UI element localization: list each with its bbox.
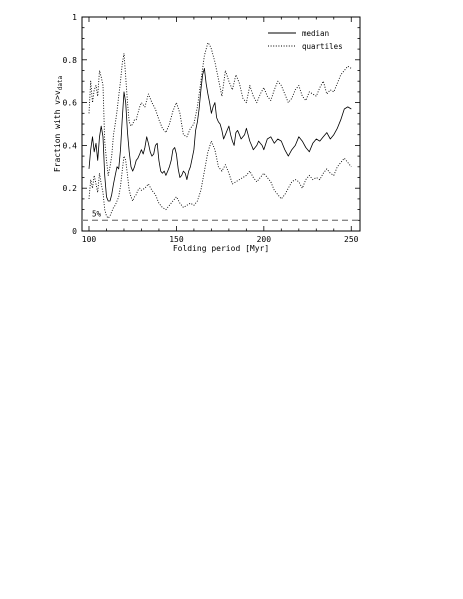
y-axis-label-prefix: Fraction with [53, 105, 62, 172]
series-quartiles-lower-line [88, 140, 352, 219]
legend: median quartiles [268, 29, 343, 51]
legend-quartiles-label: quartiles [302, 42, 343, 51]
series-quartiles-upper-line [88, 42, 352, 176]
y-tick-label: 0.8 [63, 56, 78, 65]
y-tick-label: 0 [72, 227, 77, 236]
y-tick-label: 0.6 [63, 99, 78, 108]
reference-line-label: 5% [92, 209, 102, 218]
legend-median-label: median [302, 29, 329, 38]
plot-lines [88, 42, 352, 219]
x-tick-label: 100 [82, 235, 97, 244]
x-axis-label: Folding period [Myr] [173, 244, 269, 253]
ticks: 100 150 200 250 0 0.2 0.4 0.6 0.8 1 [63, 13, 360, 244]
x-tick-label: 250 [344, 235, 359, 244]
x-tick-label: 150 [169, 235, 184, 244]
y-tick-label: 0.2 [63, 184, 78, 193]
y-axis-label-symbol: v>v [53, 90, 62, 105]
x-tick-label: 200 [257, 235, 272, 244]
y-tick-label: 0.4 [63, 141, 78, 150]
y-axis-label-subscript: data [57, 75, 64, 90]
y-axis-label: Fraction with v>vdata [53, 75, 64, 172]
series-median-line [88, 68, 352, 202]
y-tick-label: 1 [72, 13, 77, 22]
